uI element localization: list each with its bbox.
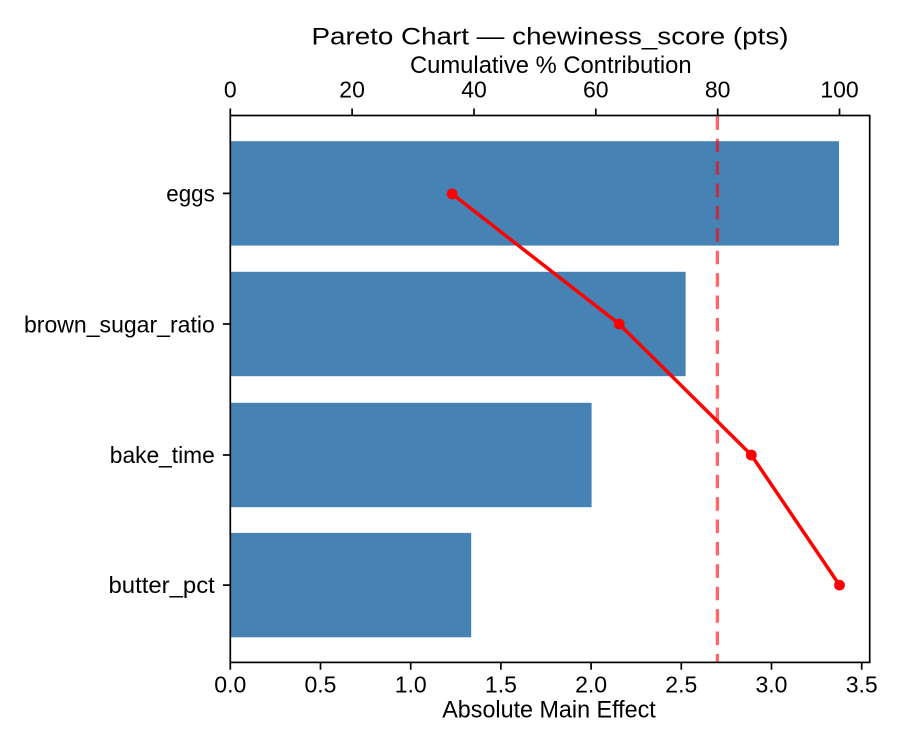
svg-text:20: 20 bbox=[339, 77, 365, 103]
svg-text:butter_pct: butter_pct bbox=[109, 572, 216, 598]
svg-text:Pareto Chart — chewiness_score: Pareto Chart — chewiness_score (pts) bbox=[312, 23, 789, 50]
svg-text:2.5: 2.5 bbox=[665, 672, 697, 698]
svg-text:Absolute Main Effect: Absolute Main Effect bbox=[442, 696, 656, 723]
svg-text:1.5: 1.5 bbox=[485, 672, 517, 698]
svg-text:100: 100 bbox=[820, 77, 858, 103]
svg-text:40: 40 bbox=[461, 77, 487, 103]
svg-text:0: 0 bbox=[224, 77, 237, 103]
svg-text:2.0: 2.0 bbox=[575, 672, 607, 698]
svg-text:0.0: 0.0 bbox=[214, 672, 246, 698]
svg-text:3.0: 3.0 bbox=[756, 672, 788, 698]
svg-text:60: 60 bbox=[583, 77, 609, 103]
svg-text:bake_time: bake_time bbox=[110, 442, 215, 468]
svg-text:eggs: eggs bbox=[166, 181, 215, 207]
svg-text:80: 80 bbox=[705, 77, 731, 103]
svg-text:3.5: 3.5 bbox=[846, 672, 878, 698]
svg-text:1.0: 1.0 bbox=[395, 672, 427, 698]
svg-text:Cumulative % Contribution: Cumulative % Contribution bbox=[410, 52, 692, 79]
svg-text:brown_sugar_ratio: brown_sugar_ratio bbox=[24, 311, 215, 337]
svg-text:0.5: 0.5 bbox=[305, 672, 337, 698]
